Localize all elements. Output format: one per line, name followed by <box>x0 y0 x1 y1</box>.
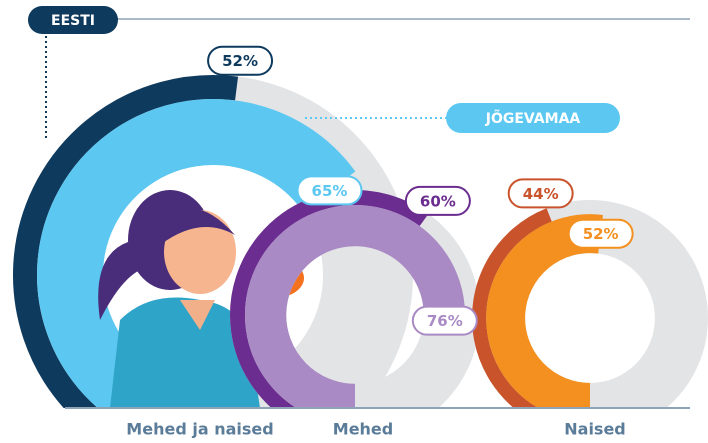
value-label: 52% <box>222 52 258 70</box>
value-pill <box>207 45 274 76</box>
category-label: Mehed ja naised <box>126 420 273 439</box>
value-pill <box>411 305 478 336</box>
category-label: Mehed <box>333 420 393 439</box>
arc <box>486 214 603 408</box>
value-label: 44% <box>523 185 559 203</box>
value-label: 76% <box>427 312 463 330</box>
legend-pill <box>28 6 118 34</box>
value-label: 60% <box>420 192 456 210</box>
arc <box>472 208 552 408</box>
arc <box>245 205 465 408</box>
ponytail <box>98 240 140 320</box>
arc <box>230 190 429 408</box>
value-pill <box>567 218 634 249</box>
fringe <box>160 208 235 245</box>
rings <box>13 75 708 408</box>
category-label: Naised <box>564 420 626 439</box>
value-label: 65% <box>312 182 348 200</box>
value-label: 52% <box>583 225 619 243</box>
legend-label: EESTI <box>51 13 95 29</box>
arc <box>13 75 239 408</box>
legend-label: JÕGEVAMAA <box>485 109 581 127</box>
value-pill <box>507 178 574 209</box>
legend-pill <box>446 103 620 133</box>
value-pill <box>296 175 363 206</box>
collar <box>180 300 215 330</box>
body <box>110 297 260 408</box>
value-pill <box>404 185 471 216</box>
